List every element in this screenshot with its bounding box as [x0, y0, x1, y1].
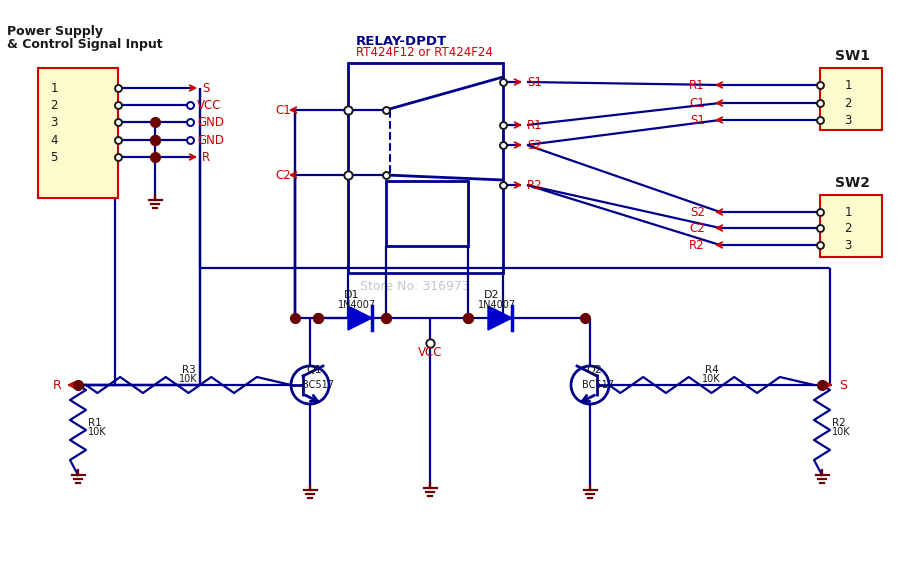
Text: 10K: 10K	[179, 374, 198, 384]
Text: Store No: 316973: Store No: 316973	[360, 280, 470, 293]
Text: SW2: SW2	[835, 176, 870, 190]
Text: BC517: BC517	[302, 380, 334, 390]
Text: 10K: 10K	[832, 427, 850, 437]
Text: 1: 1	[844, 206, 851, 219]
Text: RELAY-DPDT: RELAY-DPDT	[356, 35, 447, 48]
Text: RT424F12 or RT424F24: RT424F12 or RT424F24	[356, 46, 493, 59]
Bar	[38, 68, 118, 198]
Text: BC517: BC517	[582, 380, 614, 390]
Text: VCC: VCC	[197, 99, 221, 112]
Text: C1: C1	[689, 97, 705, 110]
Text: R3: R3	[182, 365, 195, 375]
Text: R1: R1	[527, 119, 543, 132]
Text: C2: C2	[275, 169, 291, 182]
Text: C1: C1	[275, 104, 291, 117]
Text: 2: 2	[844, 222, 851, 235]
Polygon shape	[488, 306, 512, 330]
Text: R1: R1	[88, 418, 102, 428]
Text: GND: GND	[197, 116, 224, 129]
Text: 10K: 10K	[88, 427, 106, 437]
Text: R2: R2	[832, 418, 846, 428]
Text: VCC: VCC	[418, 346, 443, 359]
Text: S: S	[839, 379, 847, 392]
Text: R4: R4	[705, 365, 718, 375]
Text: 1: 1	[50, 82, 58, 95]
Text: S2: S2	[690, 206, 705, 219]
Text: R2: R2	[689, 239, 705, 252]
Text: GND: GND	[197, 134, 224, 147]
Text: 2: 2	[844, 97, 851, 110]
Text: 3: 3	[844, 239, 851, 252]
Polygon shape	[348, 306, 372, 330]
Bar	[348, 63, 503, 273]
Text: 3: 3	[50, 116, 58, 129]
Bar	[820, 195, 882, 257]
Text: C2: C2	[689, 222, 705, 235]
Text: Q2: Q2	[586, 365, 602, 375]
Text: R: R	[53, 379, 62, 392]
Text: S1: S1	[690, 114, 705, 127]
Text: SW1: SW1	[835, 49, 870, 63]
Bar	[386, 181, 468, 246]
Bar	[820, 68, 882, 130]
Text: 1N4007: 1N4007	[338, 300, 376, 310]
Text: D2: D2	[484, 290, 500, 300]
Text: R1: R1	[689, 79, 705, 92]
Text: Power Supply: Power Supply	[7, 25, 103, 38]
Text: S1: S1	[527, 76, 542, 89]
Text: 1N4007: 1N4007	[478, 300, 516, 310]
Text: S2: S2	[527, 139, 542, 152]
Text: R: R	[202, 151, 210, 164]
Text: 3: 3	[844, 114, 851, 127]
Text: 2: 2	[50, 99, 58, 112]
Text: D1: D1	[344, 290, 359, 300]
Text: & Control Signal Input: & Control Signal Input	[7, 38, 163, 51]
Text: 5: 5	[50, 151, 58, 164]
Text: 1: 1	[844, 79, 851, 92]
Text: S: S	[202, 82, 210, 95]
Text: Q1: Q1	[306, 365, 322, 375]
Text: R2: R2	[527, 179, 543, 192]
Text: 4: 4	[50, 134, 58, 147]
Text: 10K: 10K	[702, 374, 721, 384]
